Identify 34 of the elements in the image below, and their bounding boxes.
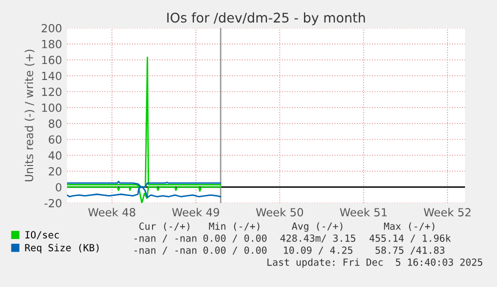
y-tick-label: 100: [42, 104, 62, 112]
y-tick-label: 80: [48, 119, 62, 128]
y-tick-label: 0: [56, 183, 62, 192]
y-tick-label: 40: [48, 151, 62, 160]
y-axis-title: Units read (-) / write (+): [24, 50, 35, 182]
text: -nan / -nan: [134, 234, 196, 243]
x-tick-label: Week 51: [340, 208, 387, 216]
text: 0.00 / 0.00: [203, 234, 267, 243]
y-tick-label: 160: [42, 56, 62, 64]
text: -nan / -nan: [134, 246, 196, 255]
text: Cur (-/+): [139, 222, 190, 231]
x-tick-label: Week 49: [172, 208, 220, 216]
y-tick-label: 180: [42, 40, 62, 48]
y-tick-label: 140: [42, 72, 62, 80]
y-tick-label: 200: [42, 24, 62, 32]
text: Avg (-/+): [292, 222, 342, 232]
text: Max (-/+): [384, 222, 434, 231]
text: 0.00 / 0.00: [203, 246, 267, 255]
text: Min (-/+): [209, 222, 260, 231]
text: 455.14 / 1.96k: [370, 234, 451, 243]
y-tick-label: 20: [48, 167, 62, 176]
y-tick-label: 60: [48, 135, 62, 144]
chart-title: IOs for /dev/dm-25 - by month: [167, 12, 365, 26]
legend-label: IO/sec: [25, 231, 59, 240]
y-tick-label: 120: [42, 88, 62, 96]
text: Last update: Fri Dec 5 16:40:03 2025: [267, 258, 482, 268]
legend-label: Req Size (KB): [25, 244, 99, 254]
x-tick-label: Week 50: [256, 208, 304, 216]
text: 58.75 /41.83: [376, 246, 444, 255]
x-tick-label: Week 48: [88, 208, 136, 216]
x-tick-label: Week 52: [424, 208, 470, 216]
text: 10.09 / 4.25: [284, 246, 352, 255]
text: 428.43m/ 3.15: [280, 234, 356, 243]
y-tick-label: -20: [44, 198, 62, 208]
